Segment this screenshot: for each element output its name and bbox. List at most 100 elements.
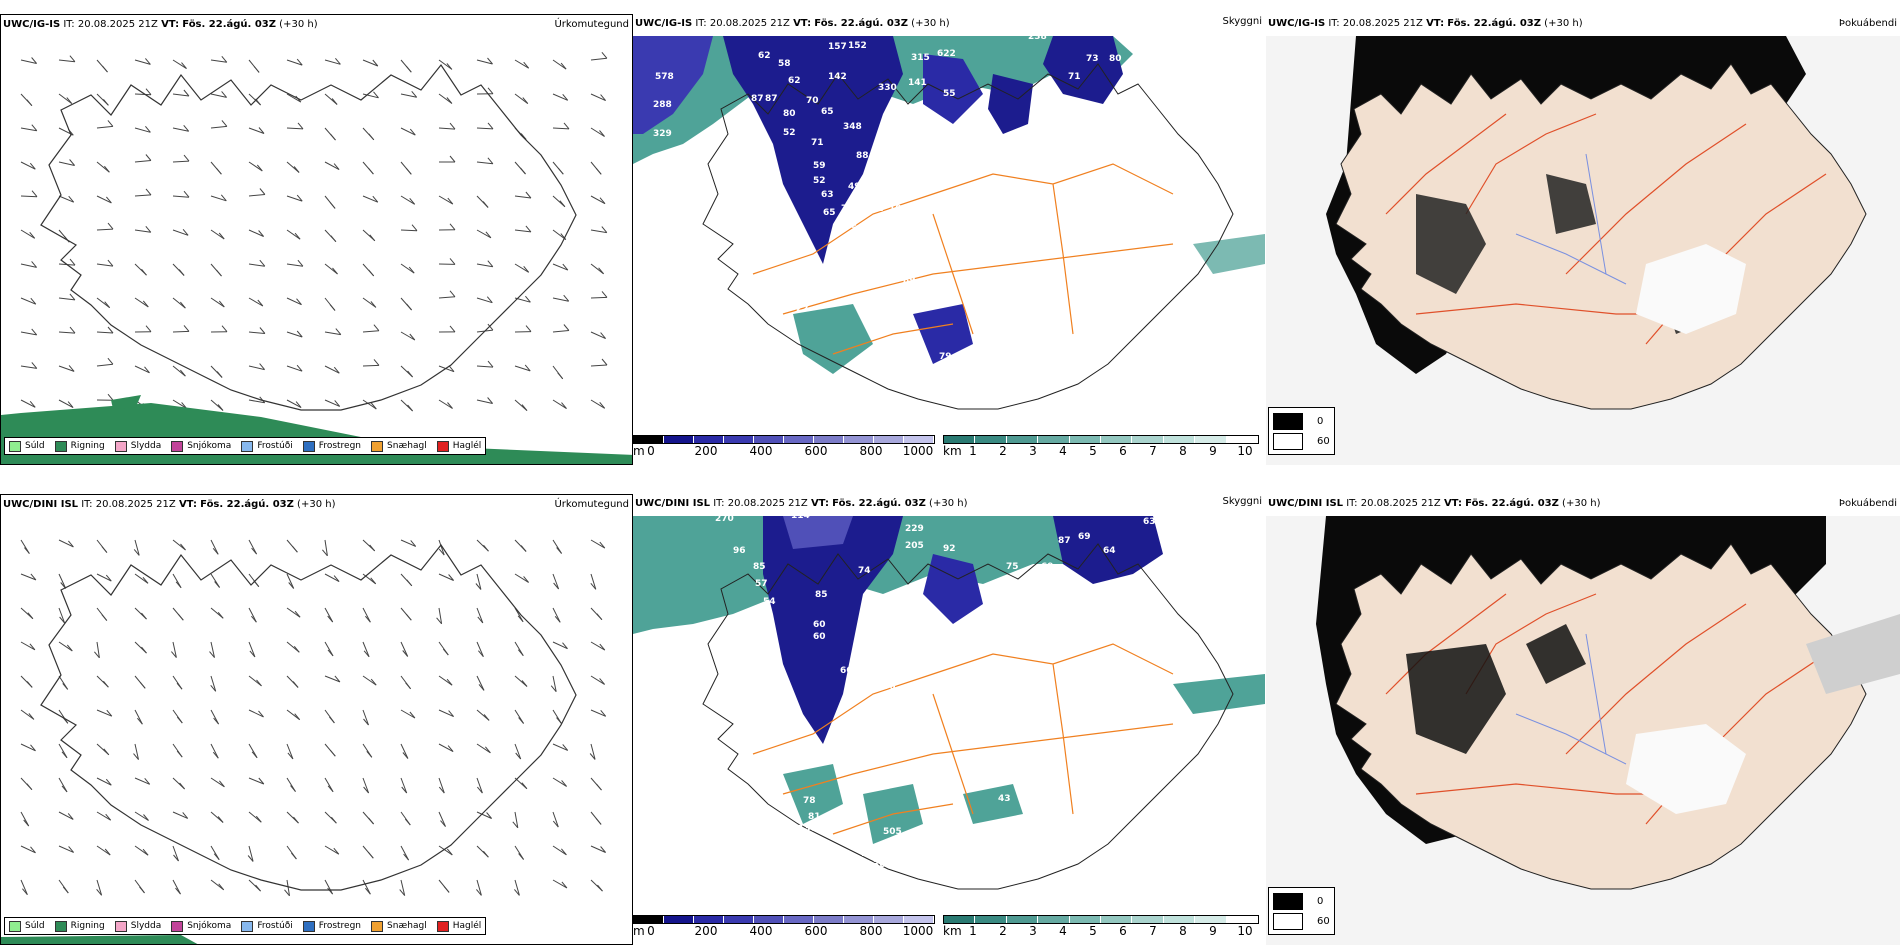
wind-barb-flag [68, 540, 74, 548]
wind-barb [476, 365, 494, 368]
wind-barb-flag [144, 777, 151, 785]
wind-barb-flag [406, 579, 413, 587]
wind-barb [248, 127, 265, 134]
wind-barb-flag [176, 750, 183, 758]
wind-barb-flag [67, 401, 74, 408]
wind-barb [400, 127, 416, 136]
wind-barb-flag [26, 99, 33, 107]
wind-barb-flag [327, 887, 333, 895]
wind-barb [400, 229, 418, 232]
wind-barb-flag [253, 66, 260, 73]
cloud-label: 73 [1086, 54, 1099, 64]
cloud-label: 16 [861, 849, 874, 859]
wind-barb [172, 365, 186, 377]
wind-barb [324, 879, 334, 895]
wind-barb [96, 363, 113, 367]
wind-barb-flag [409, 711, 416, 719]
wind-barb [96, 228, 114, 231]
cloud-label: 106 [889, 204, 908, 214]
cloud-label: 74 [858, 566, 871, 576]
wind-barb-flag [290, 785, 296, 792]
cloud-label: 64 [1103, 546, 1116, 556]
wind-barb-flag [218, 300, 225, 308]
wind-barb-flag [217, 611, 224, 619]
cloud-label: 80 [1109, 54, 1122, 64]
wind-barb-flag [145, 325, 152, 333]
wind-barb [134, 127, 151, 133]
cloud-label: 55 [893, 102, 906, 112]
wind-barb-flag [373, 359, 380, 366]
wind-barb [286, 365, 303, 372]
wind-barb [210, 59, 227, 63]
wind-barb [286, 263, 303, 267]
wind-barb [476, 399, 493, 404]
wind-barb [248, 845, 254, 862]
wind-barb-flag [525, 325, 532, 332]
wind-barb-flag [405, 682, 411, 690]
wind-barb-flag [143, 814, 149, 821]
wind-barb [438, 675, 453, 686]
panel-title: UWC/IG-IS IT: 20.08.2025 21Z VT: Fös. 22… [635, 18, 950, 29]
wind-barb [476, 641, 484, 657]
wind-barb-flag [259, 327, 266, 334]
wind-barb [172, 845, 179, 862]
wind-barb [552, 675, 557, 692]
wind-barb-flag [104, 301, 111, 309]
wind-barb-flag [517, 649, 524, 657]
wind-barb [476, 879, 482, 896]
wind-barb [514, 93, 529, 104]
legend-item: Súld [9, 440, 45, 452]
wind-barb-flag [259, 259, 266, 267]
fog-map [1266, 516, 1900, 945]
cloud-label: 69 [1078, 532, 1091, 542]
cloud-label: 229 [905, 524, 924, 534]
wind-barb-flag [26, 681, 33, 688]
wind-barb [58, 59, 75, 63]
wind-barb [438, 607, 443, 624]
wind-barb [400, 709, 416, 719]
wind-barb [552, 845, 567, 856]
wind-barb [324, 331, 341, 336]
wind-barb [514, 811, 519, 828]
cloud-label: 54 [763, 597, 776, 607]
wind-barb [58, 365, 75, 372]
wind-barb-flag [368, 817, 374, 825]
wind-barb [438, 59, 453, 70]
wind-barb [210, 297, 225, 308]
wind-barb-flag [30, 846, 36, 854]
wind-barb-flag [330, 133, 336, 141]
wind-barb-flag [69, 55, 76, 63]
wind-barb-flag [329, 749, 336, 757]
wind-barb-flag [478, 650, 484, 658]
wind-barb-flag [559, 200, 566, 208]
wind-barb [590, 229, 607, 234]
cloud-label: 82 [878, 659, 891, 669]
cloud-label: 505 [883, 827, 902, 837]
wind-barb-flag [251, 615, 257, 623]
wind-barb [438, 811, 446, 827]
wind-barb [172, 195, 190, 198]
wind-barb [438, 743, 454, 753]
wind-barb [134, 539, 140, 556]
wind-barb-flag [335, 328, 342, 335]
wind-barb-flag [69, 258, 76, 266]
cloud-label: 79 [841, 204, 854, 214]
wind-barb-flag [557, 167, 564, 175]
wind-barb [590, 399, 605, 409]
wind-barb [552, 641, 568, 650]
wind-barb [476, 573, 482, 590]
wind-barb-flag [487, 122, 494, 130]
wind-barb [134, 573, 149, 584]
wind-barb [286, 743, 294, 760]
wind-barb-flag [296, 298, 302, 306]
wind-barb-flag [107, 357, 114, 365]
cloud-label: 58 [896, 159, 909, 169]
wind-barb-flag [145, 88, 152, 96]
wind-barb-flag [59, 616, 65, 624]
wind-barb-flag [105, 778, 112, 786]
wind-barb [552, 811, 559, 828]
cloud-label: 78 [803, 796, 816, 806]
cloud-label: 65 [821, 107, 834, 117]
wind-barb-flag [599, 678, 605, 685]
wind-barb-flag [183, 190, 190, 198]
